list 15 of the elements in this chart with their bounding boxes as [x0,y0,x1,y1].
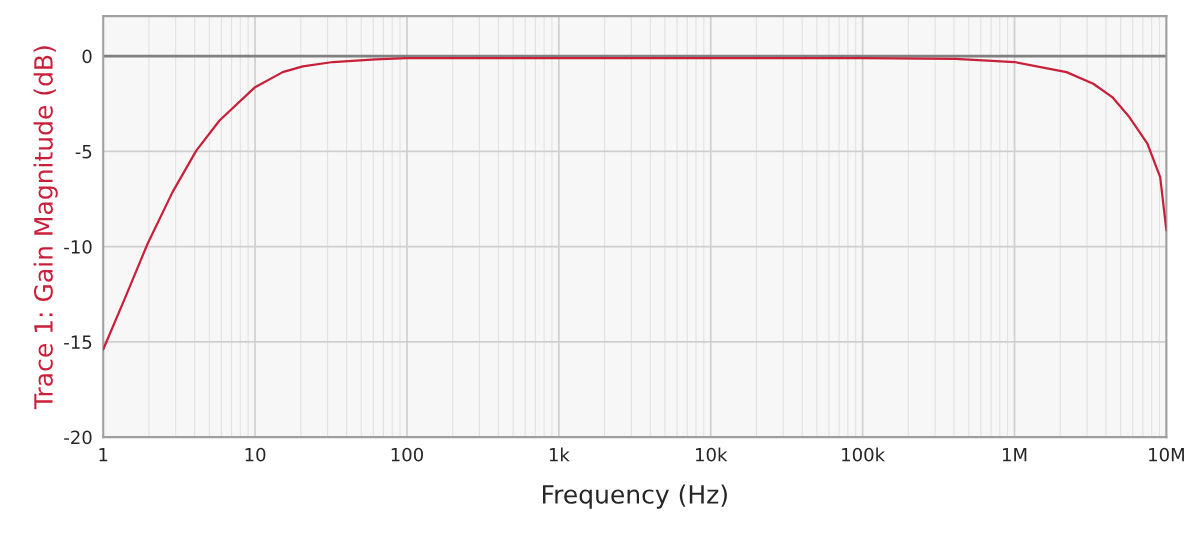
x-tick-label: 1k [549,447,570,462]
x-axis-title: Frequency (Hz) [542,484,727,509]
x-tick-label: 100 [391,447,423,462]
y-tick-label: -10 [64,240,92,254]
y-tick-label: -5 [75,145,92,159]
x-tick-label: 10M [1149,447,1184,462]
y-axis-title: Trace 1: Gain Magnitude (dB) [33,46,58,410]
y-tick-label: -20 [64,430,92,445]
y-tick-label: -15 [64,335,92,349]
x-tick-label: 1M [1002,448,1027,462]
x-tick-label: 1 [99,448,108,462]
x-tick-label: 10 [245,447,266,462]
y-tick-label: 0 [82,49,92,64]
x-tick-label: 10k [696,447,728,462]
x-tick-label: 100k [842,447,886,462]
